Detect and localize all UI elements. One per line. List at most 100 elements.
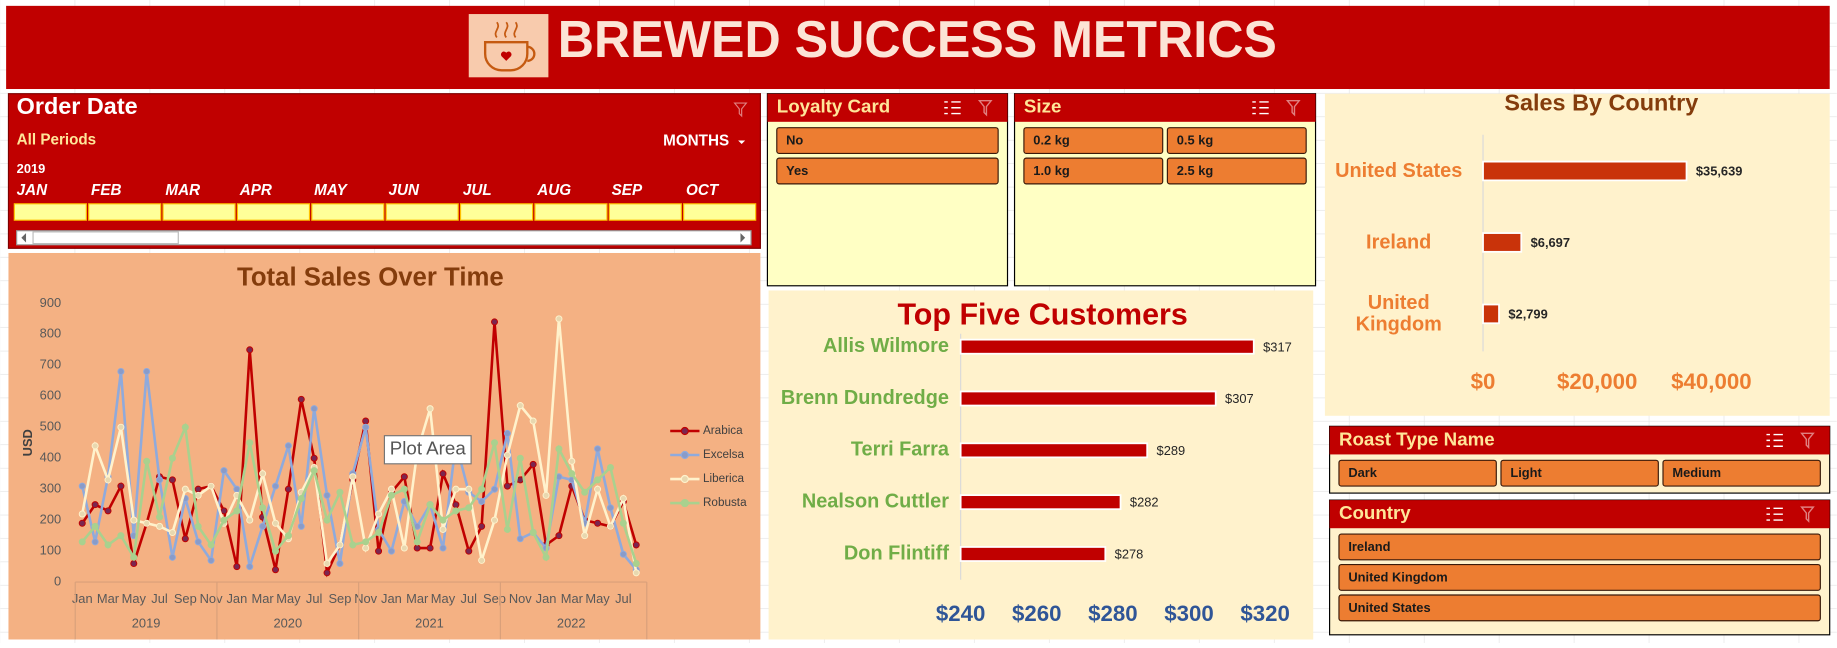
data-point	[168, 529, 176, 537]
data-point	[555, 532, 563, 540]
data-point	[516, 402, 524, 410]
timeline-cell[interactable]	[311, 203, 385, 221]
multi-select-icon[interactable]	[1766, 507, 1783, 521]
value-label: $2,799	[1508, 306, 1547, 321]
slicer-button[interactable]	[1023, 157, 1164, 185]
value-label: $278	[1115, 547, 1144, 562]
multi-select-icon[interactable]	[944, 101, 961, 115]
data-point	[465, 547, 473, 555]
data-point	[246, 439, 254, 447]
legend-label: Liberica	[703, 472, 744, 485]
timeline-cell[interactable]	[88, 203, 162, 221]
data-point	[323, 559, 331, 568]
x-tick-label: Jul	[151, 591, 167, 606]
data-point	[439, 544, 447, 552]
timeline-cell[interactable]	[236, 203, 311, 221]
data-point	[465, 485, 473, 493]
data-point	[439, 525, 447, 533]
slicer-button[interactable]	[776, 127, 999, 155]
x-tick-label: Jan	[536, 591, 557, 606]
value-label: $282	[1130, 495, 1159, 510]
data-point	[194, 522, 202, 530]
timeline-cell[interactable]	[608, 203, 682, 221]
timeline-month: JUN	[389, 182, 420, 199]
slicer-button[interactable]	[1500, 459, 1659, 487]
slicer-button[interactable]	[1338, 459, 1497, 487]
timeline-month: JUL	[463, 182, 492, 199]
data-point	[555, 445, 563, 453]
header-banner	[6, 5, 1830, 90]
slicer-button[interactable]	[1338, 533, 1821, 561]
multi-select-icon[interactable]	[1766, 433, 1783, 447]
data-point	[387, 547, 395, 555]
y-tick-label: 700	[40, 357, 61, 372]
slicer-title: Loyalty Card	[777, 96, 890, 117]
data-point	[555, 315, 563, 323]
slicer-item: United States	[1348, 600, 1430, 615]
slicer-item: Ireland	[1348, 539, 1390, 554]
scroll-right[interactable]	[740, 233, 746, 243]
data-point	[78, 510, 86, 518]
slicer-header	[767, 93, 1008, 122]
data-point	[606, 504, 614, 512]
y-tick-label: 600	[40, 388, 61, 403]
data-point	[259, 504, 267, 512]
data-point	[284, 442, 292, 450]
x-tick-label: Jan	[72, 591, 93, 606]
year-label: 2022	[557, 616, 586, 631]
x-tick-label: Jul	[461, 591, 477, 606]
legend-marker	[680, 474, 689, 484]
data-point	[271, 519, 280, 527]
data-point	[156, 513, 164, 521]
y-tick-label: 500	[40, 419, 61, 434]
slicer-item: Medium	[1672, 465, 1721, 480]
y-tick-label: 0	[54, 574, 61, 589]
data-point	[503, 525, 511, 533]
slicer-button[interactable]	[1338, 594, 1821, 622]
bar	[959, 390, 1217, 407]
slicer-button[interactable]	[1662, 459, 1821, 487]
data-point	[491, 318, 499, 326]
timeline-cell[interactable]	[459, 203, 534, 221]
slicer-button[interactable]	[776, 157, 999, 185]
clear-filter-icon[interactable]	[1285, 100, 1301, 117]
x-tick-label: Sep	[483, 591, 506, 606]
tooltip-text: Plot Area	[390, 438, 467, 459]
timeline-cell[interactable]	[385, 203, 459, 221]
x-tick-label: Sep	[174, 591, 197, 606]
data-point	[478, 556, 486, 564]
data-point	[516, 454, 524, 462]
x-tick-label: Nov	[200, 591, 223, 606]
x-tick-label: May	[431, 591, 456, 606]
slicer-button[interactable]	[1023, 127, 1164, 155]
clear-filter-icon[interactable]	[1800, 506, 1815, 523]
timeline-month: OCT	[686, 182, 720, 199]
data-point	[284, 485, 292, 493]
data-point	[271, 482, 280, 490]
slicer-button[interactable]	[1338, 563, 1821, 591]
x-tick-label: Nov	[509, 591, 532, 606]
clear-filter-icon[interactable]	[977, 100, 993, 117]
timeline-cell[interactable]	[534, 203, 608, 221]
x-tick-label: May	[585, 591, 610, 606]
slicer-button[interactable]	[1166, 127, 1307, 155]
category-label: United Kingdom	[1355, 291, 1442, 335]
chart-title: Top Five Customers	[897, 297, 1187, 331]
scrollbar-thumb[interactable]	[32, 231, 179, 245]
timeline-cell[interactable]	[683, 203, 757, 221]
slicer-button[interactable]	[1166, 157, 1307, 185]
x-tick-label: Jan	[226, 591, 247, 606]
timeline-cell[interactable]	[13, 203, 87, 221]
data-point	[130, 559, 138, 568]
clear-filter-icon[interactable]	[1800, 432, 1815, 450]
timeline-cell[interactable]	[162, 203, 236, 221]
data-point	[516, 535, 524, 543]
data-point	[91, 538, 99, 546]
scroll-left[interactable]	[21, 233, 27, 243]
data-point	[104, 476, 112, 484]
data-point	[78, 519, 86, 527]
data-point	[297, 494, 305, 502]
data-point	[130, 516, 138, 524]
multi-select-icon[interactable]	[1252, 101, 1269, 115]
slicer-item: 1.0 kg	[1033, 163, 1070, 178]
